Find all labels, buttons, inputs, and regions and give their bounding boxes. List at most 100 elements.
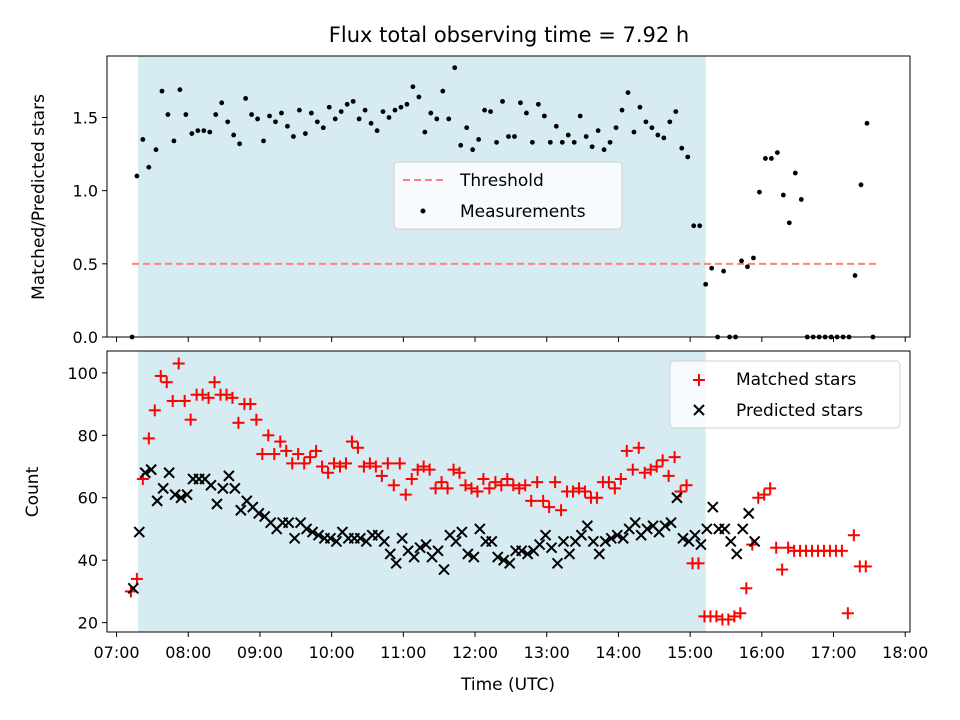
matched-star-point [770,541,783,554]
measurement-point [685,154,691,160]
measurement-point [745,264,750,270]
predicted-star-point [492,551,504,563]
x-tick-label: 18:00 [882,643,928,662]
predicted-star-point [420,538,432,551]
measurement-point [320,125,326,131]
matched-star-point [483,482,496,495]
measurement-point [703,281,709,287]
x-tick-label: 12:00 [452,643,498,662]
predicted-star-point [725,535,737,548]
measurement-point [589,144,595,150]
measurement-point [721,268,726,274]
matched-star-point [286,457,299,470]
measurement-point [410,84,416,90]
predicted-star-point [139,467,151,479]
measurements-legend-icon [420,208,426,214]
measurement-point [404,101,410,107]
measurement-point [565,132,571,138]
predicted-star-point [223,470,235,482]
matched-star-point [262,429,275,442]
matched-star-point [142,432,155,445]
predicted-star-point [515,545,528,557]
bottom-legend: Matched stars Predicted stars [669,360,901,429]
predicted-star-point [498,554,510,566]
top-x-ticks [116,337,906,342]
measurement-point [571,139,577,145]
top-legend-box [393,161,623,230]
measurement-point [458,142,464,148]
predicted-star-point [306,526,319,538]
measurement-point [195,128,201,134]
measurement-point [356,116,362,122]
predicted-star-point [217,482,229,495]
bottom-x-axis: 07:00 08:00 09:00 10:00 11:00 12:00 13:00 14:00… [94,632,928,662]
predicted-star-point [181,488,193,501]
measurement-point [643,119,649,125]
measurement-point [255,116,260,122]
predicted-star-point [235,504,247,516]
predicted-star-point [587,535,600,548]
bottom-panel: 20 40 60 80 100 07:00 08:00 09:00 10:00 11:00 12:… [23,350,928,695]
predicted-star-point [659,520,671,532]
predicted-star-point [253,507,265,520]
measurement-point [153,147,159,153]
bottom-y-label: Count [23,466,43,517]
matched-star-point [298,457,311,470]
matched-star-point [758,488,771,501]
matched-star-point [351,441,364,454]
predicted-star-point [617,532,629,545]
matched-star-point [764,482,777,495]
predicted-star-point [324,532,337,545]
measurement-point [434,116,440,122]
measurement-point [416,94,422,100]
predicted-star-point [456,526,468,538]
matched-star-point [423,463,436,476]
measurement-point [649,125,655,131]
predicted-star-point [438,563,450,576]
matched-star-point [776,563,789,576]
measurement-point [559,139,565,145]
predicted-star-point [563,548,576,560]
matched-star-point [578,485,591,498]
predicted-star-point [503,557,516,570]
matched-star-point [274,435,287,448]
matched-star-point [130,572,143,585]
predicted-star-point [157,482,169,495]
x-tick-label: 15:00 [667,643,713,662]
matched-star-point [322,466,335,479]
matched-star-point [650,460,663,473]
measurement-point [338,109,344,115]
predicted-star-point [731,548,743,560]
measurement-point [852,273,858,278]
matched-star-point [519,479,532,492]
measurements-legend-label: Measurements [460,202,586,222]
matched-star-point [495,479,508,492]
measurement-point [553,123,559,129]
measurement-point [792,170,798,176]
bottom-y-axis: 20 40 60 80 100 [67,364,107,633]
matched-star-point [453,466,466,479]
measurement-point [757,189,762,195]
predicted-star-point [169,488,181,501]
bottom-axes-frame [106,350,911,633]
measurement-point [607,139,613,145]
y-tick-label: 1.5 [73,108,98,127]
measurement-point [350,98,356,104]
measurement-point [673,109,679,115]
measurement-point [709,265,715,271]
measurement-point [476,137,482,142]
measurement-point [171,138,177,144]
matched-star-point [531,476,544,489]
measurement-point [273,119,278,125]
measurement-point [679,145,685,151]
matched-star-point [680,479,693,492]
predicted-star-point [593,548,606,560]
measurement-point [506,134,511,139]
measurement-point [392,107,398,113]
measurement-point [344,101,350,107]
measurement-point [619,107,625,113]
predicted-star-point [175,492,187,504]
matched-star-point [429,482,442,495]
matched-star-point [399,488,412,501]
predicted-star-point [354,532,367,545]
